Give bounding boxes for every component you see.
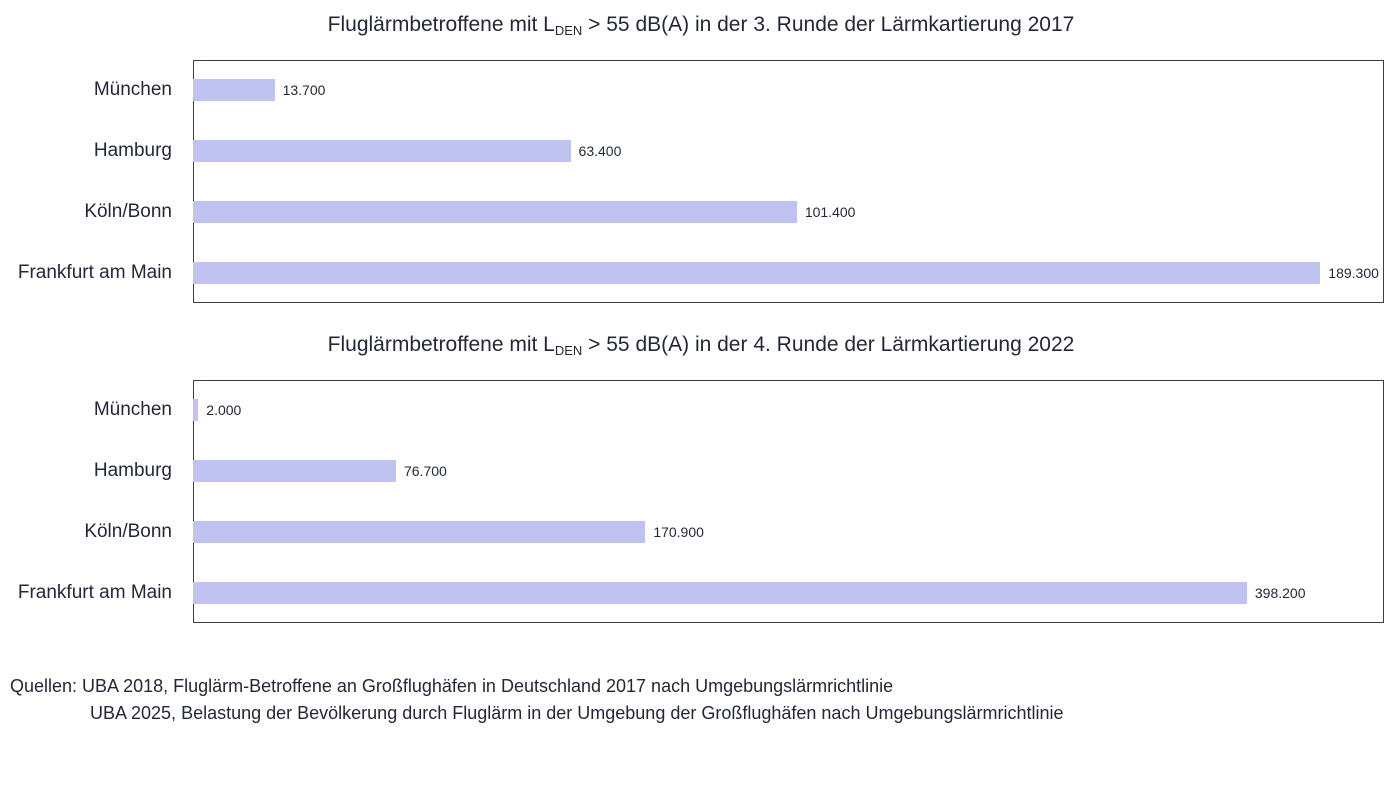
data-label: 13.700: [282, 82, 326, 98]
data-label: 170.900: [653, 524, 704, 540]
data-label: 101.400: [804, 204, 856, 220]
sources-line-2: UBA 2025, Belastung der Bevölkerung durc…: [90, 703, 1064, 723]
chart-title: Fluglärmbetroffene mit LDEN > 55 dB(A) i…: [193, 333, 1209, 358]
title-subscript: DEN: [554, 23, 583, 38]
category-label: München: [93, 79, 172, 100]
category-label: Köln/Bonn: [84, 521, 172, 542]
title-text: Fluglärmbetroffene mit L: [327, 13, 555, 36]
bar: [193, 201, 797, 223]
sources-line-1: Quellen: UBA 2018, Fluglärm-Betroffene a…: [10, 676, 894, 696]
bar: [193, 140, 571, 162]
bar: [193, 262, 1321, 284]
title-text: Fluglärmbetroffene mit L: [327, 333, 555, 356]
category-label: Hamburg: [93, 140, 172, 161]
bar: [193, 521, 646, 543]
category-label: Hamburg: [93, 460, 172, 481]
category-label: München: [93, 399, 172, 420]
data-label: 189.300: [1328, 265, 1379, 281]
title-subscript: DEN: [554, 343, 583, 358]
bar: [193, 582, 1247, 604]
category-label: Frankfurt am Main: [17, 262, 172, 283]
category-label: Köln/Bonn: [84, 201, 172, 222]
data-label: 63.400: [578, 143, 622, 159]
chart-title: Fluglärmbetroffene mit LDEN > 55 dB(A) i…: [193, 13, 1209, 38]
category-label: Frankfurt am Main: [17, 582, 172, 603]
bar: [193, 460, 396, 482]
data-label: 76.700: [403, 463, 447, 479]
plot-area: [193, 60, 1384, 303]
bar: [193, 79, 275, 101]
data-label: 398.200: [1254, 585, 1306, 601]
plot-area: [193, 380, 1384, 623]
data-label: 2.000: [206, 402, 242, 418]
title-text: > 55 dB(A) in der 4. Runde der Lärmkarti…: [582, 333, 1075, 356]
bar: [193, 399, 199, 421]
title-text: > 55 dB(A) in der 3. Runde der Lärmkarti…: [582, 13, 1075, 36]
